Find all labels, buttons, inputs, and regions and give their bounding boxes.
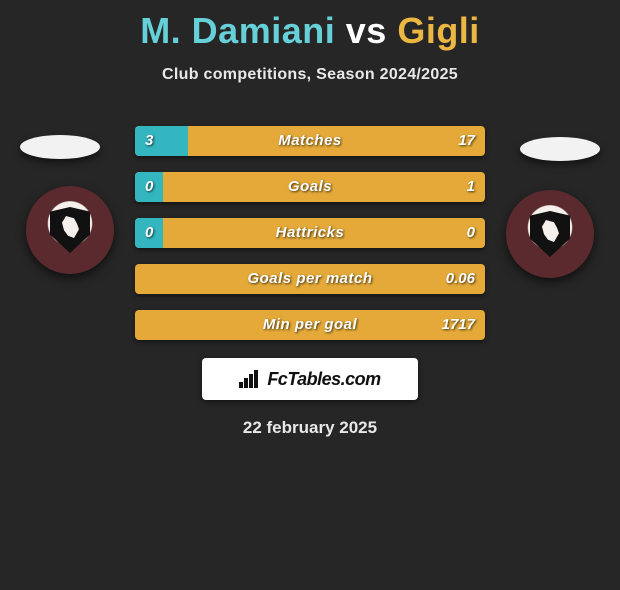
club-badge-left xyxy=(26,186,114,274)
stat-bar-hattricks: 0 Hattricks 0 xyxy=(135,218,485,248)
brand-logo[interactable]: FcTables.com xyxy=(202,358,418,400)
stat-label: Hattricks xyxy=(135,218,485,248)
stat-right-value: 17 xyxy=(458,126,475,156)
player-left-avatar xyxy=(20,135,100,159)
stat-label: Goals xyxy=(135,172,485,202)
stat-right-value: 0 xyxy=(467,218,475,248)
club-badge-right xyxy=(506,190,594,278)
page-title: M. Damiani vs Gigli xyxy=(0,10,620,52)
stat-right-value: 1 xyxy=(467,172,475,202)
stat-label: Matches xyxy=(135,126,485,156)
subtitle: Club competitions, Season 2024/2025 xyxy=(0,66,620,84)
stat-bar-goals: 0 Goals 1 xyxy=(135,172,485,202)
stat-right-value: 0.06 xyxy=(446,264,475,294)
stat-right-value: 1717 xyxy=(442,310,475,340)
stat-bar-matches: 3 Matches 17 xyxy=(135,126,485,156)
player-right-name: Gigli xyxy=(397,10,480,51)
brand-chart-icon xyxy=(239,370,261,388)
stats-container: 3 Matches 17 0 Goals 1 0 Hattricks 0 Goa… xyxy=(135,126,485,340)
player-right-avatar xyxy=(520,137,600,161)
stat-bar-min-per-goal: Min per goal 1717 xyxy=(135,310,485,340)
vs-label: vs xyxy=(346,10,387,51)
brand-text: FcTables.com xyxy=(267,369,380,390)
stat-label: Goals per match xyxy=(135,264,485,294)
player-left-name: M. Damiani xyxy=(140,10,335,51)
date-label: 22 february 2025 xyxy=(0,418,620,438)
stat-bar-goals-per-match: Goals per match 0.06 xyxy=(135,264,485,294)
stat-label: Min per goal xyxy=(135,310,485,340)
